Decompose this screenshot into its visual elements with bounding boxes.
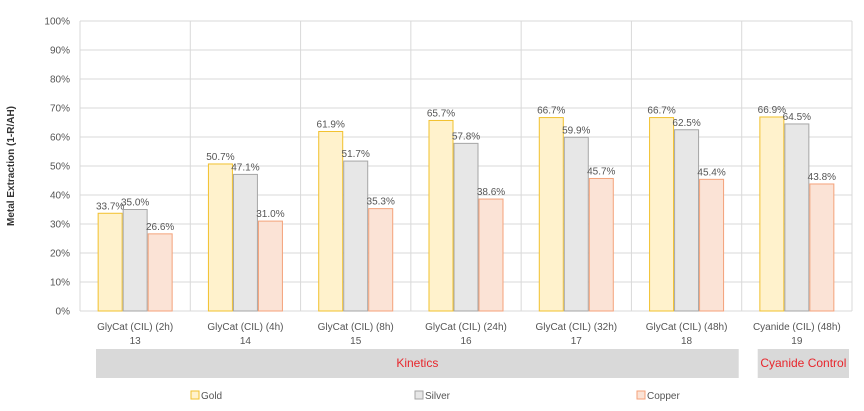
bar-silver <box>122 209 148 312</box>
data-label-silver: 64.5% <box>783 112 811 123</box>
y-tick-label: 90% <box>50 46 70 57</box>
category-id: 13 <box>130 336 142 347</box>
data-label-copper: 45.4% <box>697 167 725 178</box>
y-tick-label: 80% <box>50 75 70 86</box>
category-label: GlyCat (CIL) (48h) <box>646 322 728 333</box>
data-label-gold: 65.7% <box>427 108 455 119</box>
y-tick-label: 20% <box>50 249 70 260</box>
bar-gold <box>649 117 675 312</box>
bar-gold <box>538 117 564 312</box>
data-label-gold: 50.7% <box>206 152 234 163</box>
bar-silver <box>232 173 258 312</box>
data-label-gold: 33.7% <box>96 201 124 212</box>
y-tick-label: 50% <box>50 162 70 173</box>
category-label: GlyCat (CIL) (4h) <box>207 322 283 333</box>
legend-label-copper: Copper <box>647 391 680 402</box>
group-band <box>757 349 849 378</box>
bar-gold <box>318 130 344 312</box>
category-label: GlyCat (CIL) (24h) <box>425 322 507 333</box>
data-label-copper: 38.6% <box>477 187 505 198</box>
bar-silver <box>343 160 369 312</box>
y-tick-label: 60% <box>50 133 70 144</box>
bar-copper <box>699 178 725 312</box>
bar-copper <box>809 183 835 312</box>
data-label-silver: 62.5% <box>672 118 700 129</box>
group-bands: Kinetics Cyanide Control <box>96 349 849 378</box>
data-label-copper: 26.6% <box>146 222 174 233</box>
data-label-silver: 51.7% <box>342 149 370 160</box>
data-label-silver: 47.1% <box>231 162 259 173</box>
bar-copper <box>478 198 504 312</box>
bar-silver <box>784 123 810 312</box>
legend-swatch-silver <box>414 390 424 400</box>
category-label: GlyCat (CIL) (2h) <box>97 322 173 333</box>
data-label-copper: 31.0% <box>256 209 284 220</box>
data-label-gold: 66.9% <box>758 105 786 116</box>
category-id: 19 <box>791 336 803 347</box>
bar-copper <box>147 233 173 312</box>
category-label: Cyanide (CIL) (48h) <box>753 322 841 333</box>
bar-silver <box>563 136 589 312</box>
legend-label-silver: Silver <box>425 391 451 402</box>
y-axis-ticks: 0% 10% 20% 30% 40% 50% 60% 70% 80% 90% 100% <box>44 17 70 318</box>
bar-silver <box>674 129 700 312</box>
data-label-silver: 59.9% <box>562 125 590 136</box>
bars <box>97 116 835 312</box>
category-id: 16 <box>460 336 472 347</box>
data-label-gold: 66.7% <box>537 106 565 117</box>
bar-gold <box>207 163 233 312</box>
category-id: 17 <box>571 336 583 347</box>
category-id: 18 <box>681 336 693 347</box>
legend-label-gold: Gold <box>201 391 222 402</box>
y-tick-label: 0% <box>56 307 71 318</box>
group-band-label: Cyanide Control <box>760 356 846 370</box>
data-label-copper: 45.7% <box>587 166 615 177</box>
category-label: GlyCat (CIL) (8h) <box>318 322 394 333</box>
bar-copper <box>257 220 283 312</box>
category-id: 14 <box>240 336 252 347</box>
data-label-silver: 57.8% <box>452 131 480 142</box>
bar-gold <box>428 119 454 312</box>
data-label-copper: 35.3% <box>367 197 395 208</box>
category-id: 15 <box>350 336 362 347</box>
x-axis-categories: GlyCat (CIL) (2h) 13 GlyCat (CIL) (4h) 14 Gl… <box>97 322 841 347</box>
category-label: GlyCat (CIL) (32h) <box>535 322 617 333</box>
bar-gold <box>759 116 785 312</box>
data-labels: 33.7%35.0% 26.6% 50.7%47.1% 31.0% 61.9% 51.7%… <box>96 105 836 233</box>
y-tick-label: 40% <box>50 191 70 202</box>
legend-swatch-copper <box>636 390 646 400</box>
y-tick-label: 100% <box>44 17 70 28</box>
group-band-label: Kinetics <box>396 356 438 370</box>
legend: Gold Silver Copper <box>190 390 680 402</box>
data-label-gold: 61.9% <box>317 119 345 130</box>
data-label-silver: 35.0% <box>121 198 149 209</box>
group-band <box>96 349 739 378</box>
y-axis-label: Metal Extraction (1-R/AH) <box>6 106 17 226</box>
bar-copper <box>368 208 394 312</box>
y-tick-label: 30% <box>50 220 70 231</box>
data-label-gold: 66.7% <box>647 106 675 117</box>
y-tick-label: 10% <box>50 278 70 289</box>
bar-gold <box>97 212 123 312</box>
bar-silver <box>453 142 479 312</box>
y-tick-label: 70% <box>50 104 70 115</box>
bar-copper <box>588 177 614 312</box>
data-label-copper: 43.8% <box>808 172 836 183</box>
legend-swatch-gold <box>190 390 200 400</box>
